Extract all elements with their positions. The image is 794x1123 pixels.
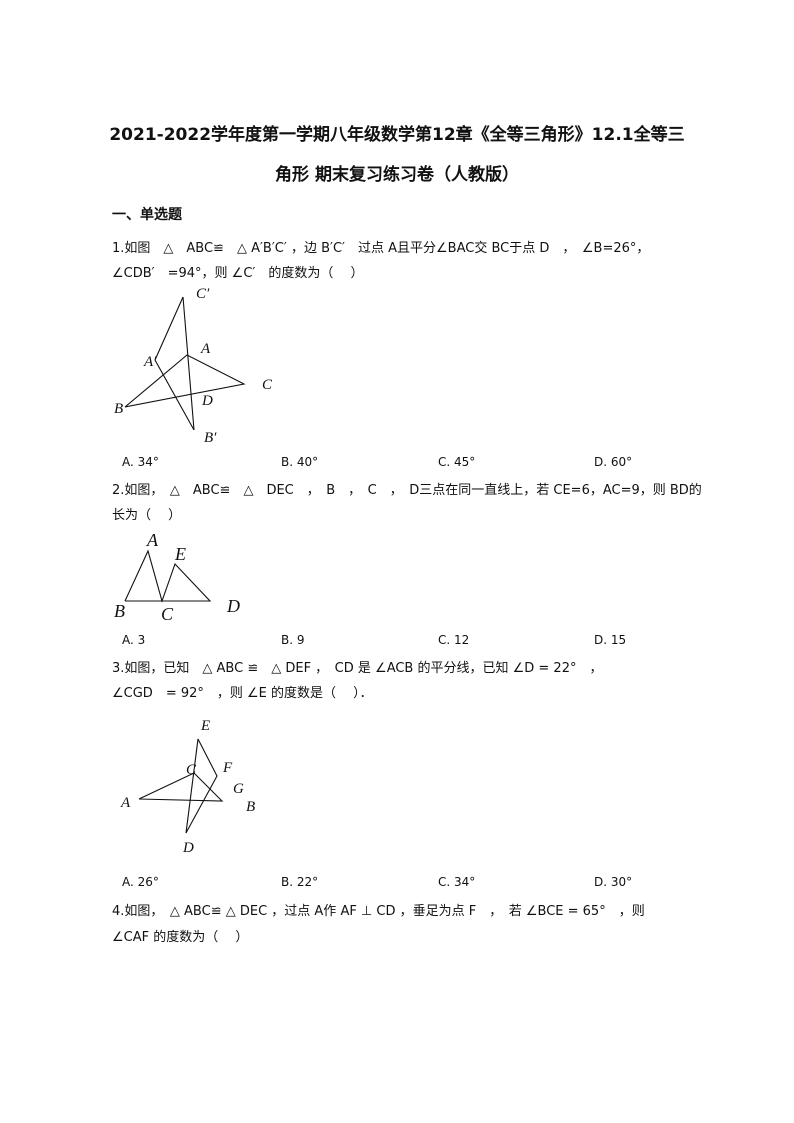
q2-option-a[interactable]: A. 3 bbox=[122, 633, 146, 647]
label-d: D bbox=[182, 840, 194, 856]
label-b-prime: B′ bbox=[204, 430, 217, 446]
label-c: C bbox=[262, 377, 273, 393]
q2-option-c[interactable]: C. 12 bbox=[438, 633, 470, 647]
q1-option-a[interactable]: A. 34° bbox=[122, 455, 159, 469]
q1-option-c[interactable]: C. 45° bbox=[438, 455, 476, 469]
question-4-line-1: 4.如图， △ ABC≌ △ DEC ，过点 A作 AF ⊥ CD ，垂足为点 … bbox=[112, 904, 645, 919]
label-a: A bbox=[120, 795, 131, 811]
label-e: E bbox=[174, 544, 186, 564]
label-d: D bbox=[226, 596, 240, 616]
triangle-acb bbox=[138, 772, 224, 802]
q3-option-b[interactable]: B. 22° bbox=[281, 875, 319, 889]
label-d: D bbox=[201, 393, 213, 409]
label-a-prime: A′ bbox=[143, 354, 157, 370]
label-c-prime: C′ bbox=[196, 286, 210, 302]
question-1-line-1: 1.如图 △ ABC≌ △ A′B′C′ ，边 B′C′ 过点 A且平分∠BAC… bbox=[112, 241, 650, 256]
q3-option-c[interactable]: C. 34° bbox=[438, 875, 476, 889]
label-a: A bbox=[146, 530, 159, 550]
label-c: C bbox=[186, 762, 197, 778]
q2-option-d[interactable]: D. 15 bbox=[594, 633, 627, 647]
label-b: B bbox=[114, 401, 123, 417]
q3-option-a[interactable]: A. 26° bbox=[122, 875, 159, 889]
document-title-line-2: 角形 期末复习练习卷（人教版） bbox=[275, 165, 519, 185]
q1-option-d[interactable]: D. 60° bbox=[594, 455, 633, 469]
question-3-line-2: ∠CGD = 92° ，则 ∠E 的度数是（ ）． bbox=[112, 686, 373, 701]
q2-option-b[interactable]: B. 9 bbox=[281, 633, 305, 647]
document-title-line-1: 2021-2022学年度第一学期八年级数学第12章《全等三角形》12.1全等三 bbox=[109, 125, 685, 145]
label-a: A bbox=[200, 341, 211, 357]
question-2-line-2: 长为（ ） bbox=[112, 508, 182, 523]
label-g: G bbox=[233, 781, 244, 797]
q3-option-d[interactable]: D. 30° bbox=[594, 875, 633, 889]
question-2-figure-triangles bbox=[124, 549, 212, 603]
question-2-line-1: 2.如图， △ ABC≌ △ DEC ， B ， C ， D三点在同一直线上，若… bbox=[112, 483, 702, 498]
segment-c-prime-b-prime bbox=[182, 296, 195, 431]
label-f: F bbox=[222, 760, 233, 776]
question-3-line-1: 3.如图，已知 △ ABC ≌ △ DEF ， CD 是 ∠ACB 的平分线，已… bbox=[112, 661, 603, 676]
triangle-a-prime-edges bbox=[154, 296, 195, 431]
q1-option-b[interactable]: B. 40° bbox=[281, 455, 319, 469]
label-b: B bbox=[114, 601, 125, 621]
label-e: E bbox=[200, 718, 210, 734]
segments-ef-fd bbox=[185, 738, 218, 834]
label-b: B bbox=[246, 799, 255, 815]
segment-ed bbox=[185, 738, 199, 834]
triangle-abc bbox=[124, 354, 246, 408]
section-heading: 一、单选题 bbox=[112, 207, 182, 223]
question-4-line-2: ∠CAF 的度数为（ ） bbox=[112, 930, 249, 945]
label-c: C bbox=[161, 604, 174, 624]
question-1-line-2: ∠CDB′ =94°，则 ∠C′ 的度数为（ ） bbox=[112, 266, 364, 281]
